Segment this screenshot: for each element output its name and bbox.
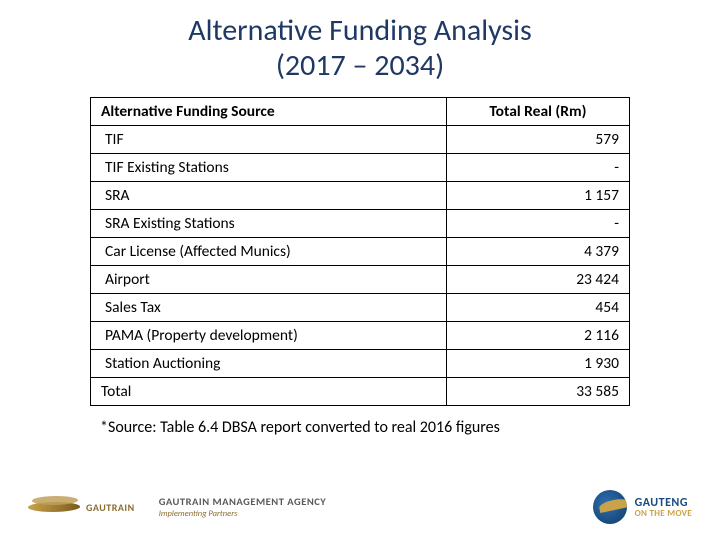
row-label: TIF Existing Stations bbox=[91, 154, 447, 182]
gma-logo-sub: Implementing Partners bbox=[159, 509, 238, 519]
row-value: 23 424 bbox=[446, 266, 629, 294]
gautrain-swoosh-icon bbox=[28, 496, 80, 518]
header-source: Alternative Funding Source bbox=[91, 98, 447, 126]
table-row: Car License (Affected Munics) 4 379 bbox=[91, 238, 630, 266]
table-row: Station Auctioning 1 930 bbox=[91, 350, 630, 378]
row-value: 1 930 bbox=[446, 350, 629, 378]
gauteng-t1: GAUTENG bbox=[635, 497, 692, 509]
row-value: 579 bbox=[446, 126, 629, 154]
title-line-2: (2017 – 2034) bbox=[276, 47, 444, 84]
row-value: 1 157 bbox=[446, 182, 629, 210]
gauteng-t2: ON THE MOVE bbox=[635, 509, 692, 518]
footer-logos: GAUTRAIN GAUTRAIN MANAGEMENT AGENCY Impl… bbox=[0, 484, 720, 530]
row-label: PAMA (Property development) bbox=[91, 322, 447, 350]
row-value: 2 116 bbox=[446, 322, 629, 350]
gautrain-logo: GAUTRAIN bbox=[28, 496, 135, 518]
row-value: - bbox=[446, 210, 629, 238]
table-row: SRA Existing Stations - bbox=[91, 210, 630, 238]
gma-logo: GAUTRAIN MANAGEMENT AGENCY Implementing … bbox=[159, 495, 327, 519]
gauteng-logo-text: GAUTENG ON THE MOVE bbox=[635, 497, 692, 518]
footer-left-group: GAUTRAIN GAUTRAIN MANAGEMENT AGENCY Impl… bbox=[28, 495, 326, 519]
table-total-row: Total 33 585 bbox=[91, 378, 630, 406]
total-label: Total bbox=[91, 378, 447, 406]
funding-table-container: Alternative Funding Source Total Real (R… bbox=[0, 89, 720, 412]
table-row: TIF Existing Stations - bbox=[91, 154, 630, 182]
table-row: TIF 579 bbox=[91, 126, 630, 154]
table-row: Sales Tax 454 bbox=[91, 294, 630, 322]
table-row: SRA 1 157 bbox=[91, 182, 630, 210]
row-label: SRA Existing Stations bbox=[91, 210, 447, 238]
row-label: SRA bbox=[91, 182, 447, 210]
gauteng-mark-icon bbox=[593, 490, 627, 524]
total-value: 33 585 bbox=[446, 378, 629, 406]
row-label: Car License (Affected Munics) bbox=[91, 238, 447, 266]
source-footnote: *Source: Table 6.4 DBSA report converted… bbox=[0, 412, 720, 437]
row-label: Station Auctioning bbox=[91, 350, 447, 378]
gauteng-logo: GAUTENG ON THE MOVE bbox=[593, 490, 692, 524]
slide-title: Alternative Funding Analysis (2017 – 203… bbox=[0, 0, 720, 89]
gma-logo-main: GAUTRAIN MANAGEMENT AGENCY bbox=[159, 495, 327, 508]
row-label: Sales Tax bbox=[91, 294, 447, 322]
row-label: TIF bbox=[91, 126, 447, 154]
header-value: Total Real (Rm) bbox=[446, 98, 629, 126]
row-value: 4 379 bbox=[446, 238, 629, 266]
table-row: Airport 23 424 bbox=[91, 266, 630, 294]
title-line-1: Alternative Funding Analysis bbox=[188, 12, 532, 49]
funding-table: Alternative Funding Source Total Real (R… bbox=[90, 97, 630, 406]
row-value: - bbox=[446, 154, 629, 182]
table-header-row: Alternative Funding Source Total Real (R… bbox=[91, 98, 630, 126]
gautrain-logo-text: GAUTRAIN bbox=[86, 501, 135, 514]
row-value: 454 bbox=[446, 294, 629, 322]
table-row: PAMA (Property development) 2 116 bbox=[91, 322, 630, 350]
row-label: Airport bbox=[91, 266, 447, 294]
